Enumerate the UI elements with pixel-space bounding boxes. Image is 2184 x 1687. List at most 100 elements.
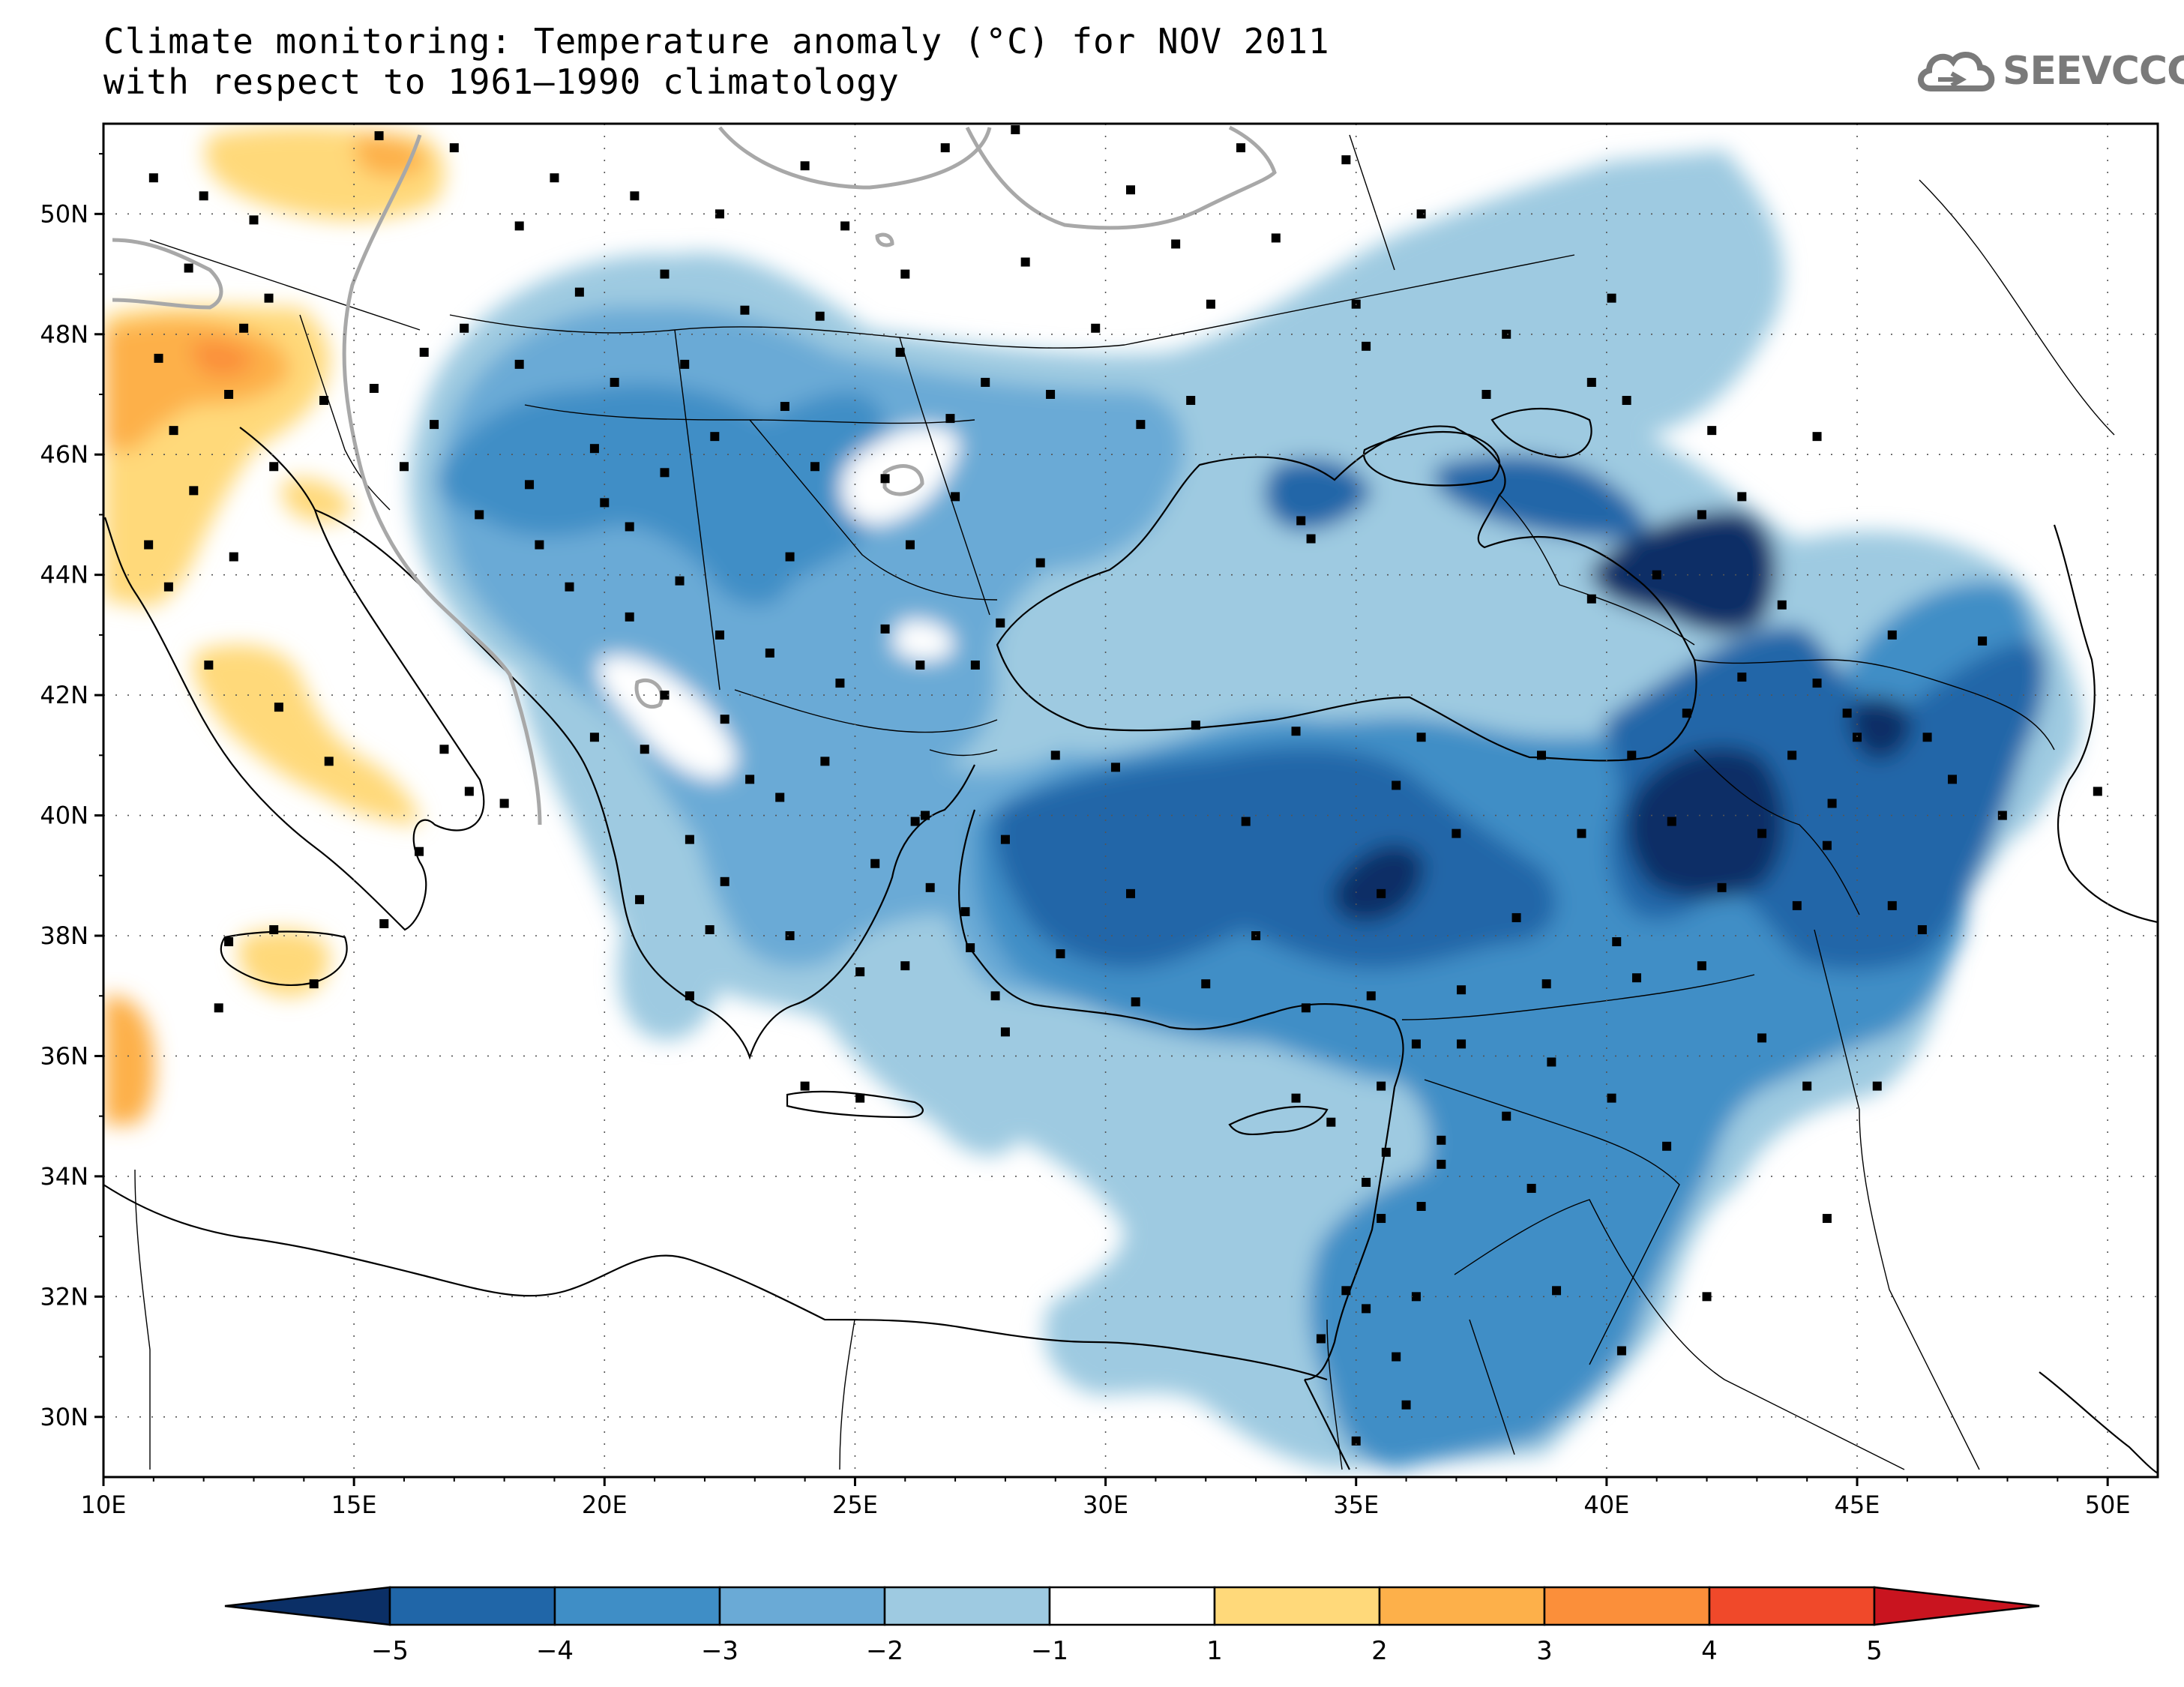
station-marker (880, 624, 890, 634)
station-marker (1577, 829, 1586, 838)
station-marker (419, 347, 429, 357)
x-tick-label: 35E (1333, 1491, 1379, 1519)
colorbar-label: −2 (866, 1636, 903, 1666)
station-markers (144, 125, 2102, 1446)
italy-coast (103, 427, 485, 931)
station-marker (800, 1081, 810, 1091)
station-marker (1401, 1400, 1411, 1410)
border-line (899, 337, 990, 616)
station-marker (514, 359, 524, 369)
azov-coast (1490, 407, 1592, 459)
y-tick-label: 42N (40, 681, 88, 709)
cloud-icon (1918, 52, 1995, 91)
anomaly-region-darkest-blue (1332, 510, 1912, 922)
colorbar-label: 4 (1701, 1636, 1718, 1666)
station-marker (1381, 1147, 1391, 1157)
station-marker (1000, 835, 1010, 844)
border-line (1919, 179, 2115, 436)
station-marker (1306, 534, 1316, 544)
y-tick-label: 46N (40, 440, 88, 469)
station-marker (970, 661, 980, 670)
crimea-coast (1362, 431, 1500, 487)
x-tick-label: 30E (1083, 1491, 1128, 1519)
border-line (674, 329, 721, 691)
station-marker (574, 287, 584, 297)
border-line (1326, 1319, 1343, 1470)
station-marker (439, 745, 449, 754)
border-line (929, 749, 998, 757)
station-marker (1822, 1214, 1832, 1224)
station-marker (900, 269, 910, 279)
station-marker (475, 510, 484, 520)
station-marker (1697, 510, 1706, 520)
station-marker (1537, 751, 1546, 760)
station-marker (1416, 1202, 1426, 1211)
colorbar-swatch (388, 1586, 556, 1626)
station-marker (945, 414, 955, 424)
colorbar-label: −4 (536, 1636, 574, 1666)
station-marker (309, 979, 319, 989)
colorbar-label: 1 (1206, 1636, 1223, 1666)
colorbar-label: −3 (701, 1636, 738, 1666)
station-marker (1607, 1093, 1616, 1103)
station-marker (239, 323, 249, 333)
station-marker (780, 402, 789, 412)
station-marker (464, 787, 474, 796)
station-marker (1171, 239, 1181, 249)
colorbar-label: 5 (1866, 1636, 1883, 1666)
station-marker (589, 733, 599, 742)
station-marker (1612, 937, 1622, 947)
border-line (1424, 1079, 1680, 1365)
sicily-coast (220, 930, 348, 987)
station-marker (1922, 733, 1932, 742)
station-marker (1917, 924, 1927, 934)
station-marker (1416, 209, 1426, 219)
station-marker (1191, 721, 1200, 730)
north-africa-coast (103, 1184, 1328, 1381)
station-marker (900, 961, 910, 971)
station-marker (1827, 799, 1837, 808)
station-marker (1377, 1214, 1386, 1224)
station-marker (374, 131, 384, 141)
colorbar-label: −1 (1031, 1636, 1068, 1666)
colorbar-swatch (1048, 1586, 1216, 1626)
station-marker (535, 540, 544, 550)
colorbar-upper-extend (1873, 1586, 2040, 1626)
station-marker (460, 323, 469, 333)
border-line (1814, 929, 1980, 1470)
station-marker (1552, 1286, 1562, 1296)
station-marker (1667, 817, 1676, 826)
station-marker (514, 221, 524, 231)
station-marker (415, 846, 424, 856)
station-marker (189, 486, 199, 496)
station-marker (685, 991, 694, 1001)
y-tick-label: 44N (40, 561, 88, 589)
station-marker (625, 522, 634, 532)
station-marker (1392, 781, 1401, 790)
station-marker (499, 799, 509, 808)
station-marker (204, 661, 214, 670)
station-marker (1812, 432, 1822, 442)
station-marker (1011, 125, 1020, 135)
chart-title: Climate monitoring: Temperature anomaly … (103, 21, 1330, 61)
station-marker (1416, 733, 1426, 742)
station-marker (775, 793, 785, 802)
station-marker (990, 991, 1000, 1001)
border-line (134, 1169, 151, 1470)
station-marker (640, 745, 649, 754)
x-axis: 10E 15E 20E 25E 30E 35E 40E 45E 50E (81, 1477, 2131, 1519)
station-marker (1046, 390, 1056, 399)
station-marker (1526, 1183, 1536, 1193)
station-marker (1842, 709, 1852, 718)
station-marker (966, 943, 975, 953)
station-marker (1452, 829, 1461, 838)
station-marker (1702, 1292, 1712, 1302)
y-tick-label: 48N (40, 320, 88, 349)
x-tick-label: 10E (81, 1491, 127, 1519)
station-marker (1291, 727, 1301, 736)
chart-title-block: Climate monitoring: Temperature anomaly … (103, 21, 1330, 102)
station-marker (525, 480, 535, 490)
colorbar-swatch (883, 1586, 1051, 1626)
station-marker (1050, 751, 1060, 760)
station-marker (1437, 1135, 1446, 1145)
